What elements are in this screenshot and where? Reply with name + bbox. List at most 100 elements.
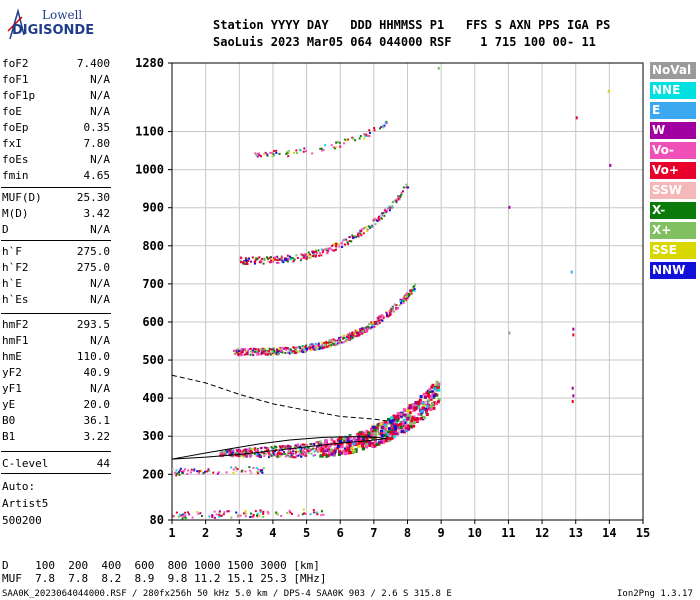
echo-point (413, 288, 416, 291)
echo-point (336, 446, 340, 450)
echo-point (220, 514, 223, 517)
echo-point (242, 261, 245, 264)
echo-point (330, 144, 333, 147)
echo-point (251, 515, 254, 518)
echo-point (284, 258, 287, 261)
echo-point (395, 201, 398, 204)
echo-point (299, 350, 302, 353)
echo-point (275, 149, 278, 152)
echo-point (346, 439, 350, 443)
echo-point (256, 470, 259, 473)
echo-point (333, 243, 336, 246)
echo-point (270, 446, 273, 449)
echo-point (388, 205, 391, 208)
echo-point (244, 470, 247, 473)
echo-point (258, 256, 261, 259)
echo-point (400, 191, 403, 194)
param-value: 36.1 (83, 414, 111, 427)
echo-point (175, 511, 178, 514)
echo-point (242, 262, 245, 265)
echo-point (377, 422, 381, 426)
echo-point (321, 347, 324, 350)
echo-point (300, 455, 303, 458)
echo-point (365, 429, 369, 433)
echo-point (287, 351, 290, 354)
echo-point (225, 449, 228, 452)
echo-point (254, 259, 257, 262)
panel-separator (1, 473, 111, 474)
echo-point (429, 397, 433, 401)
echo-point (402, 300, 405, 303)
echo-point (189, 471, 192, 474)
echo-point (431, 383, 435, 387)
echo-point (301, 443, 304, 446)
echo-point (374, 219, 377, 222)
echo-point (323, 447, 327, 451)
echo-point (357, 444, 361, 448)
echo-point (318, 348, 321, 351)
echo-point (193, 469, 196, 472)
param-value: 110.0 (76, 350, 110, 363)
echo-point (411, 416, 415, 420)
echo-point (324, 343, 327, 346)
echo-point (277, 353, 280, 356)
echo-point (395, 432, 399, 436)
echo-point (289, 450, 292, 453)
echo-point (410, 289, 413, 292)
echo-point (236, 454, 239, 457)
echo-point (312, 254, 315, 257)
echo-point (369, 326, 372, 329)
echo-point (299, 446, 302, 449)
echo-point (239, 259, 242, 262)
echo-point (262, 512, 265, 515)
echo-point (219, 452, 222, 455)
echo-point (318, 447, 322, 451)
echo-point (384, 426, 388, 430)
echo-point (410, 292, 413, 295)
echo-point (257, 352, 260, 355)
echo-point (300, 447, 303, 450)
echo-point (383, 432, 387, 436)
autoscale-code: 500200 (2, 514, 42, 527)
echo-point (260, 451, 263, 454)
echo-point (339, 451, 343, 455)
param-value: N/A (90, 73, 110, 86)
echo-point (326, 449, 330, 453)
echo-point (417, 400, 421, 404)
echo-point (315, 441, 318, 444)
echo-point (409, 424, 413, 428)
echo-point (417, 412, 421, 416)
echo-point (310, 349, 313, 352)
echo-point (386, 421, 390, 425)
echo-point (260, 260, 263, 263)
echo-point (403, 421, 407, 425)
echo-point (367, 434, 371, 438)
echo-point (305, 254, 308, 257)
echo-point (378, 219, 381, 222)
echo-point (230, 466, 233, 469)
echo-point (395, 200, 398, 203)
echo-point (281, 447, 284, 450)
echo-point (271, 348, 274, 351)
echo-point (291, 512, 294, 515)
echo-point (435, 380, 439, 384)
echo-point (391, 306, 394, 309)
echo-point (258, 260, 261, 263)
echo-point (176, 472, 179, 475)
echo-point (338, 141, 341, 144)
echo-point (250, 512, 253, 515)
echo-point (311, 251, 314, 254)
echo-point (350, 334, 353, 337)
echo-point (244, 259, 247, 262)
echo-point (400, 193, 403, 196)
legend-item-nnw: NNW (650, 262, 696, 279)
echo-point (352, 236, 355, 239)
echo-point (349, 439, 353, 443)
legend-item-e: E (650, 102, 696, 119)
echo-point (385, 432, 389, 436)
param-key: foF2 (2, 57, 29, 70)
echo-point (302, 451, 305, 454)
echo-point (295, 351, 298, 354)
echo-point (295, 347, 298, 350)
